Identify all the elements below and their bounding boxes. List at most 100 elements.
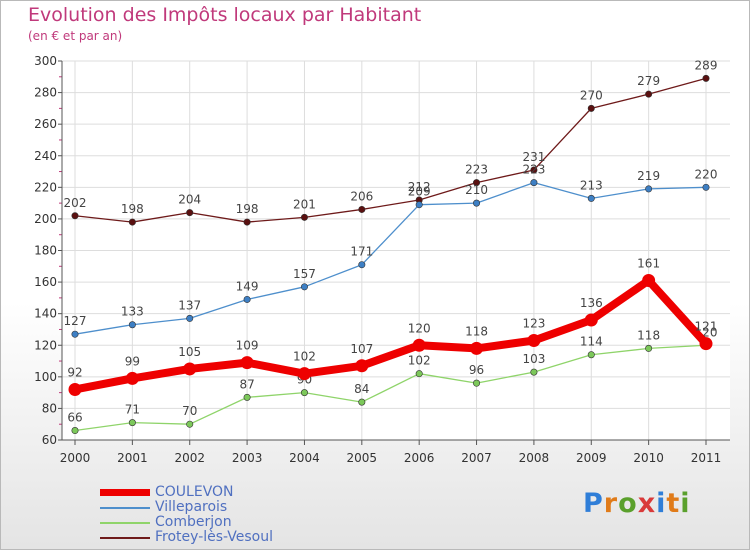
data-label-frotey: 198 xyxy=(121,202,144,216)
data-point-coulevon xyxy=(412,338,426,352)
logo-letter: x xyxy=(637,488,657,519)
data-point-comberjon xyxy=(128,419,136,427)
data-point-villeparois xyxy=(186,314,194,322)
data-label-frotey: 212 xyxy=(408,180,431,194)
data-label-villeparois: 171 xyxy=(350,245,373,259)
data-point-villeparois xyxy=(645,185,653,193)
data-label-villeparois: 137 xyxy=(178,298,201,312)
data-label-villeparois: 127 xyxy=(64,314,87,328)
data-point-villeparois xyxy=(587,194,595,202)
data-label-coulevon: 102 xyxy=(293,350,316,364)
y-tick-label: 240 xyxy=(34,149,57,163)
data-point-coulevon xyxy=(527,334,541,348)
x-tick-label: 2007 xyxy=(461,451,492,465)
y-tick-label: 80 xyxy=(42,401,57,415)
data-label-villeparois: 210 xyxy=(465,183,488,197)
logo-letter: r xyxy=(603,488,619,519)
data-point-coulevon xyxy=(183,362,197,376)
data-point-frotey xyxy=(587,104,595,112)
y-tick-label: 300 xyxy=(34,54,57,68)
series-line-frotey xyxy=(74,77,707,223)
logo-letter: o xyxy=(618,488,638,519)
y-tick-label: 140 xyxy=(34,307,57,321)
data-label-comberjon: 96 xyxy=(469,363,484,377)
x-tick-label: 2000 xyxy=(60,451,91,465)
data-label-coulevon: 105 xyxy=(178,345,201,359)
y-tick-label: 260 xyxy=(34,117,57,131)
logo-letter: t xyxy=(666,488,681,519)
data-label-frotey: 289 xyxy=(695,58,718,72)
data-label-comberjon: 66 xyxy=(67,411,82,425)
data-label-comberjon: 70 xyxy=(182,404,197,418)
data-point-frotey xyxy=(71,212,79,220)
data-label-villeparois: 157 xyxy=(293,267,316,281)
x-tick-label: 2002 xyxy=(174,451,205,465)
data-label-frotey: 202 xyxy=(64,196,87,210)
data-point-coulevon xyxy=(699,337,713,351)
data-label-villeparois: 223 xyxy=(522,163,545,177)
data-label-coulevon: 109 xyxy=(236,339,259,353)
data-label-coulevon: 118 xyxy=(465,324,488,338)
logo-letter: i xyxy=(656,488,667,519)
x-tick-label: 2009 xyxy=(576,451,607,465)
data-point-comberjon xyxy=(71,427,79,435)
data-label-comberjon: 103 xyxy=(522,352,545,366)
y-tick-label: 280 xyxy=(34,86,57,100)
x-tick-label: 2010 xyxy=(633,451,664,465)
data-label-coulevon: 107 xyxy=(350,342,373,356)
data-label-comberjon: 102 xyxy=(408,354,431,368)
data-point-frotey xyxy=(530,166,538,174)
data-point-villeparois xyxy=(415,201,423,209)
data-point-villeparois xyxy=(128,321,136,329)
data-point-frotey xyxy=(186,209,194,217)
data-label-comberjon: 114 xyxy=(580,335,603,349)
data-label-frotey: 231 xyxy=(522,150,545,164)
data-point-frotey xyxy=(128,218,136,226)
data-point-villeparois xyxy=(702,183,710,191)
y-tick-label: 180 xyxy=(34,244,57,258)
data-point-comberjon xyxy=(473,379,481,387)
x-tick-label: 2001 xyxy=(117,451,148,465)
legend-swatch-coulevon xyxy=(100,489,150,496)
data-label-frotey: 223 xyxy=(465,163,488,177)
data-point-coulevon xyxy=(68,382,82,396)
y-tick-label: 120 xyxy=(34,338,57,352)
data-point-frotey xyxy=(473,179,481,187)
data-point-frotey xyxy=(358,205,366,213)
data-label-coulevon: 99 xyxy=(125,354,140,368)
series-line-coulevon xyxy=(71,276,710,394)
series-line-comberjon xyxy=(74,344,707,432)
data-label-coulevon: 120 xyxy=(408,321,431,335)
data-point-coulevon xyxy=(125,371,139,385)
data-point-frotey xyxy=(702,74,710,82)
data-point-comberjon xyxy=(587,351,595,359)
data-label-villeparois: 219 xyxy=(637,169,660,183)
data-label-frotey: 198 xyxy=(236,202,259,216)
legend-swatch-frotey xyxy=(100,537,150,539)
x-tick-label: 2011 xyxy=(691,451,722,465)
data-label-villeparois: 149 xyxy=(236,279,259,293)
data-point-villeparois xyxy=(473,199,481,207)
x-tick-label: 2005 xyxy=(347,451,378,465)
y-tick-label: 160 xyxy=(34,275,57,289)
data-label-frotey: 201 xyxy=(293,197,316,211)
data-label-comberjon: 118 xyxy=(637,328,660,342)
data-point-villeparois xyxy=(530,179,538,187)
data-label-frotey: 270 xyxy=(580,88,603,102)
data-label-comberjon: 84 xyxy=(354,382,369,396)
data-label-villeparois: 133 xyxy=(121,305,144,319)
chart-title: Evolution des Impôts locaux par Habitant xyxy=(28,4,422,26)
data-label-frotey: 204 xyxy=(178,193,201,207)
data-point-villeparois xyxy=(358,261,366,269)
data-point-coulevon xyxy=(470,341,484,355)
legend-label-villeparois: Villeparois xyxy=(155,499,228,515)
data-label-frotey: 279 xyxy=(637,74,660,88)
data-label-coulevon: 121 xyxy=(695,320,718,334)
logo-letter: P xyxy=(583,488,604,519)
data-point-comberjon xyxy=(358,398,366,406)
data-label-coulevon: 161 xyxy=(637,257,660,271)
legend-label-comberjon: Comberjon xyxy=(155,514,232,530)
y-tick-label: 220 xyxy=(34,180,57,194)
legend-swatch-comberjon xyxy=(100,522,150,524)
